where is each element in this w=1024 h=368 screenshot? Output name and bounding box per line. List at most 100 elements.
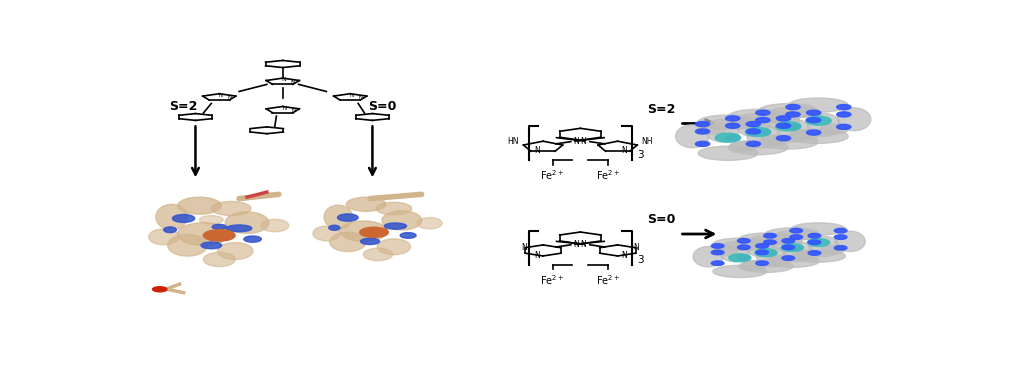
Ellipse shape <box>313 226 340 241</box>
Ellipse shape <box>765 255 819 267</box>
Text: N: N <box>290 80 295 85</box>
Circle shape <box>712 250 724 255</box>
Ellipse shape <box>791 130 818 140</box>
Circle shape <box>835 235 847 240</box>
Text: Fe$^{2+}$: Fe$^{2+}$ <box>541 168 564 182</box>
Ellipse shape <box>772 231 802 252</box>
Circle shape <box>790 229 803 233</box>
Ellipse shape <box>820 124 848 134</box>
Circle shape <box>807 130 821 135</box>
Ellipse shape <box>204 252 236 266</box>
Ellipse shape <box>821 245 845 254</box>
Circle shape <box>756 261 768 265</box>
Text: S=2: S=2 <box>647 103 676 116</box>
Text: S=0: S=0 <box>368 100 396 113</box>
Text: N: N <box>581 137 586 146</box>
Circle shape <box>359 227 388 237</box>
Text: N: N <box>622 251 627 260</box>
Circle shape <box>837 124 851 130</box>
Text: Fe$^{2+}$: Fe$^{2+}$ <box>596 273 621 287</box>
Ellipse shape <box>788 98 848 112</box>
Ellipse shape <box>760 135 787 146</box>
Circle shape <box>807 110 821 115</box>
Ellipse shape <box>757 247 786 267</box>
Circle shape <box>790 245 803 250</box>
Circle shape <box>746 129 761 134</box>
Circle shape <box>755 249 777 257</box>
Ellipse shape <box>330 232 367 252</box>
Circle shape <box>729 254 751 262</box>
Text: 3: 3 <box>637 255 643 265</box>
Ellipse shape <box>792 250 846 262</box>
Circle shape <box>806 116 831 125</box>
Circle shape <box>808 240 821 244</box>
Circle shape <box>776 136 791 141</box>
Text: N: N <box>219 93 223 98</box>
Circle shape <box>737 245 751 250</box>
Text: HN: HN <box>508 137 519 146</box>
Circle shape <box>726 136 740 141</box>
Ellipse shape <box>739 260 793 272</box>
Ellipse shape <box>212 224 226 230</box>
Circle shape <box>715 133 740 142</box>
Ellipse shape <box>713 265 767 277</box>
Circle shape <box>776 116 791 121</box>
Ellipse shape <box>417 217 442 229</box>
Ellipse shape <box>201 242 221 249</box>
Ellipse shape <box>792 223 846 235</box>
Circle shape <box>712 261 724 265</box>
Text: 3: 3 <box>637 150 643 160</box>
Ellipse shape <box>676 125 709 148</box>
Ellipse shape <box>728 109 787 124</box>
Circle shape <box>737 238 751 243</box>
Ellipse shape <box>698 146 758 160</box>
Ellipse shape <box>714 246 737 255</box>
Circle shape <box>807 238 829 247</box>
Circle shape <box>808 251 821 255</box>
Text: N: N <box>521 243 527 252</box>
Ellipse shape <box>244 236 261 242</box>
Ellipse shape <box>768 255 793 265</box>
Circle shape <box>726 116 740 121</box>
Ellipse shape <box>226 225 252 232</box>
Ellipse shape <box>384 223 407 229</box>
Ellipse shape <box>777 119 811 142</box>
Ellipse shape <box>728 141 787 155</box>
Text: N: N <box>282 77 286 82</box>
Ellipse shape <box>156 204 187 230</box>
Text: NH: NH <box>641 137 653 146</box>
Ellipse shape <box>730 141 758 151</box>
Circle shape <box>756 117 770 123</box>
Ellipse shape <box>377 239 411 255</box>
Ellipse shape <box>364 248 392 261</box>
Ellipse shape <box>759 135 818 149</box>
Text: N: N <box>622 146 627 155</box>
Ellipse shape <box>706 119 739 142</box>
Circle shape <box>764 233 776 238</box>
Ellipse shape <box>177 223 229 245</box>
Ellipse shape <box>759 113 786 123</box>
Ellipse shape <box>766 236 790 245</box>
Circle shape <box>785 105 800 110</box>
Text: S=2: S=2 <box>169 100 198 113</box>
Text: N: N <box>534 251 540 260</box>
Ellipse shape <box>261 219 289 232</box>
Ellipse shape <box>795 250 818 259</box>
Text: N: N <box>291 108 295 113</box>
Ellipse shape <box>745 236 775 257</box>
Circle shape <box>695 129 710 134</box>
Ellipse shape <box>719 241 750 262</box>
Ellipse shape <box>698 115 758 129</box>
Ellipse shape <box>836 231 865 252</box>
Circle shape <box>775 122 801 131</box>
Ellipse shape <box>788 129 848 144</box>
Circle shape <box>807 117 821 123</box>
Circle shape <box>837 112 851 117</box>
Ellipse shape <box>748 125 780 148</box>
Ellipse shape <box>759 104 818 118</box>
Circle shape <box>781 244 804 252</box>
Ellipse shape <box>346 197 386 211</box>
Ellipse shape <box>782 241 813 262</box>
Ellipse shape <box>740 241 764 250</box>
Ellipse shape <box>838 108 870 131</box>
